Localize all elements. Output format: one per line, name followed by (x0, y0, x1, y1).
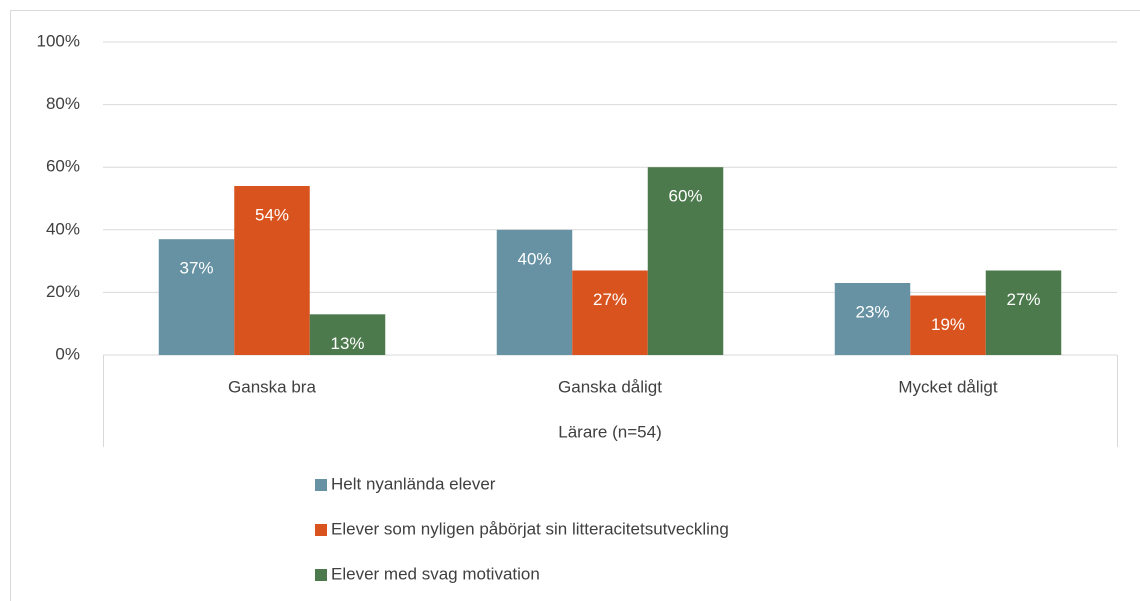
legend-swatch (315, 569, 327, 581)
y-tick-label: 80% (46, 94, 80, 113)
y-tick-label: 60% (46, 157, 80, 176)
data-label: 27% (593, 290, 627, 309)
data-label: 60% (668, 187, 702, 206)
x-axis-label: Lärare (n=54) (558, 422, 661, 441)
legend-label: Helt nyanlända elever (331, 474, 496, 493)
data-label: 40% (517, 249, 551, 268)
bar (572, 270, 648, 355)
bar (910, 295, 986, 355)
data-label: 13% (330, 334, 364, 353)
y-tick-label: 0% (55, 344, 80, 363)
x-tick-label: Ganska dåligt (558, 377, 662, 396)
y-tick-label: 100% (37, 31, 80, 50)
bar (309, 314, 386, 355)
data-label: 27% (1006, 290, 1040, 309)
data-label: 54% (255, 205, 289, 224)
bar (985, 270, 1062, 355)
bar (158, 239, 235, 355)
legend-label: Elever med svag motivation (331, 564, 540, 583)
legend-swatch (315, 524, 327, 536)
data-label: 19% (931, 315, 965, 334)
legend-label: Elever som nyligen påbörjat sin litterac… (331, 519, 729, 538)
data-label: 23% (855, 302, 889, 321)
x-tick-label: Ganska bra (228, 377, 316, 396)
legend-swatch (315, 479, 327, 491)
bar (834, 283, 911, 355)
bar (234, 185, 310, 355)
bar (647, 167, 724, 355)
x-tick-label: Mycket dåligt (898, 377, 997, 396)
y-tick-label: 40% (46, 219, 80, 238)
data-label: 37% (179, 259, 213, 278)
y-tick-label: 20% (46, 282, 80, 301)
bar (496, 229, 573, 355)
